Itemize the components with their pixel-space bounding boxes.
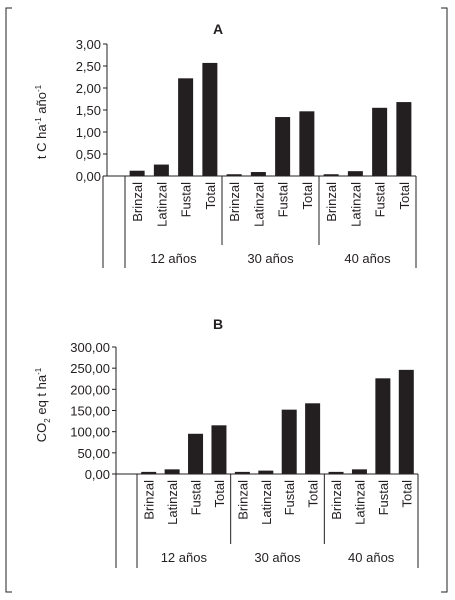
chart-b-bar-30-años-brinzal [234,471,250,474]
chart-a-category-label: Fustal [179,182,194,218]
chart-a-group-label: 12 años [150,251,197,266]
chart-a-category-label: Brinzal [227,182,242,222]
chart-b-ylabel-sub: 2 [43,418,52,423]
chart-a-bar-12-años-fustal [178,78,194,176]
chart-b-title: B [213,316,223,332]
chart-b-category-label: Total [399,480,414,508]
chart-b-bar-30-años-latinzal [258,470,274,474]
chart-a-bar-40-años-fustal [372,107,388,176]
chart-a-category-label: Brinzal [130,182,145,222]
page-bracket-left [5,7,12,593]
chart-a-bar-12-años-latinzal [153,164,169,176]
chart-a-y-tick-label: 0,50 [76,147,101,162]
chart-a-bar-12-años-total [202,62,218,176]
chart-b-bar-40-años-fustal [375,378,391,474]
chart-b-bar-30-años-fustal [281,409,297,474]
chart-b-bar-30-años-total [305,403,321,474]
chart-b-y-tick-label: 150,00 [70,404,110,419]
chart-a-bar-12-años-brinzal [129,170,145,176]
chart-a-ylabel-mid: año [34,92,49,117]
chart-b-y-tick-label: 0,00 [85,467,110,482]
chart-a-category-label: Total [300,182,315,210]
chart-a-category-label: Latinzal [251,182,266,227]
chart-a-bar-30-años-fustal [275,117,291,176]
chart-a-ylabel-exp1: -1 [34,117,43,125]
chart-a-category-label: Latinzal [154,182,169,227]
chart-b-bar-12-años-latinzal [164,469,180,474]
chart-b-y-tick-label: 100,00 [70,425,110,440]
chart-b-category-label: Brinzal [235,480,250,520]
chart-a-ylabel-exp2: -1 [34,84,43,92]
chart-a-y-tick-label: 2,00 [76,81,101,96]
chart-b-category-label: Brinzal [329,480,344,520]
chart-b-ylabel-mid: eq t ha [34,374,49,418]
chart-b-y-tick-label: 250,00 [70,361,110,376]
chart-b-category-label: Brinzal [142,480,157,520]
chart-a-bar-40-años-total [396,102,412,176]
chart-a-bar-40-años-brinzal [323,174,339,176]
chart-a: A t C ha-1 año-1 0,000,501,001,502,002,5… [34,21,417,268]
chart-a-ylabel-main: t C ha [34,124,49,159]
chart-a-category-label: Fustal [276,182,291,218]
chart-b-group-label: 30 años [254,550,301,565]
chart-b-bar-12-años-total [211,425,227,474]
chart-b-group-label: 40 años [348,550,395,565]
chart-b-bar-12-años-fustal [188,433,204,474]
chart-b-category-label: Fustal [376,480,391,516]
chart-a-category-label: Brinzal [324,182,339,222]
chart-b-bar-40-años-brinzal [328,471,344,474]
chart-b-bar-40-años-total [398,369,414,474]
chart-a-y-tick-label: 3,00 [76,37,101,52]
chart-a-bar-30-años-brinzal [226,174,242,176]
chart-b-category-label: Latinzal [352,480,367,525]
chart-b-category-label: Fustal [189,480,204,516]
chart-a-category-label: Latinzal [348,182,363,227]
chart-a-category-label: Total [203,182,218,210]
chart-b-group-label: 12 años [161,550,208,565]
chart-a-group-label: 40 años [344,251,391,266]
chart-b-y-tick-label: 300,00 [70,340,110,355]
chart-b-bar-40-años-latinzal [351,469,367,474]
chart-b-y-tick-label: 50,00 [77,446,110,461]
chart-b-category-label: Latinzal [259,480,274,525]
chart-b-ylabel: CO2 eq t ha-1 [34,367,52,442]
chart-a-category-label: Fustal [373,182,388,218]
chart-b-bar-12-años-brinzal [141,471,157,474]
chart-a-y-tick-label: 2,50 [76,59,101,74]
chart-b-category-label: Total [306,480,321,508]
page-bracket-right [441,7,448,593]
chart-a-y-tick-label: 1,50 [76,103,101,118]
chart-b-category-label: Latinzal [165,480,180,525]
chart-a-y-tick-label: 1,00 [76,125,101,140]
chart-b-ylabel-exp: -1 [34,367,43,375]
chart-a-ylabel: t C ha-1 año-1 [34,84,49,159]
chart-a-y-tick-label: 0,00 [76,169,101,184]
chart-b: B CO2 eq t ha-1 0,00 50,00 100,00 150,00 200… [34,316,419,568]
chart-b-ylabel-main: CO [34,423,49,443]
chart-b-category-label: Total [212,480,227,508]
chart-a-bar-30-años-total [299,111,315,176]
chart-a-bar-30-años-latinzal [250,172,266,176]
chart-a-group-label: 30 años [247,251,294,266]
chart-b-category-label: Fustal [282,480,297,516]
chart-b-y-tick-label: 200,00 [70,382,110,397]
chart-a-category-label: Total [397,182,412,210]
chart-a-bar-40-años-latinzal [347,171,363,176]
chart-a-title: A [213,21,223,37]
